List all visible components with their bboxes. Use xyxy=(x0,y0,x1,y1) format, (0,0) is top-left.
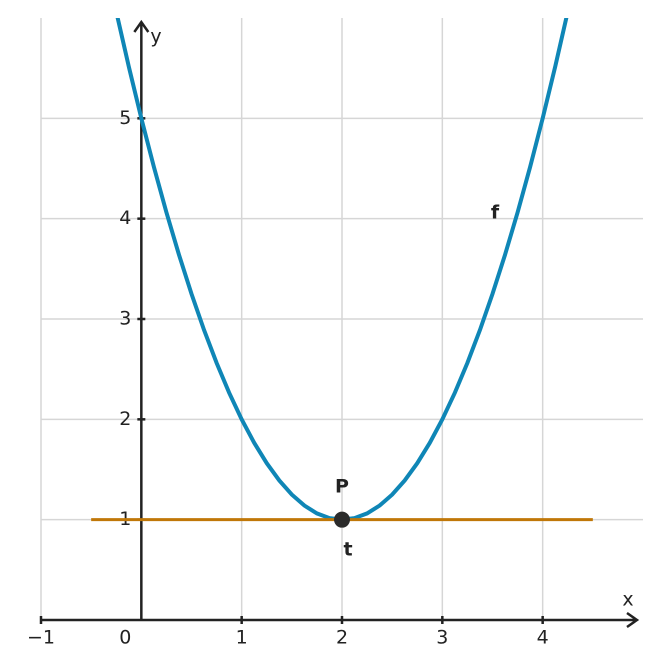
series-label: t xyxy=(343,539,352,561)
y-tick-label: 5 xyxy=(119,107,131,129)
x-tick-label: 1 xyxy=(236,627,248,649)
x-tick-label: 2 xyxy=(336,627,348,649)
y-axis-label: y xyxy=(150,26,161,48)
y-tick-label: 3 xyxy=(119,308,131,330)
x-axis xyxy=(41,611,640,629)
y-tick-label: 2 xyxy=(119,408,131,430)
point xyxy=(334,511,350,528)
y-tick-label: 4 xyxy=(119,207,131,229)
series-label: f xyxy=(491,202,500,224)
x-tick-label: −1 xyxy=(27,627,55,649)
x-tick-label: 3 xyxy=(436,627,448,649)
x-axis-label: x xyxy=(622,589,633,611)
x-tick-label: 0 xyxy=(119,627,131,649)
x-tick-label: 4 xyxy=(537,627,549,649)
point-label: P xyxy=(335,476,349,498)
